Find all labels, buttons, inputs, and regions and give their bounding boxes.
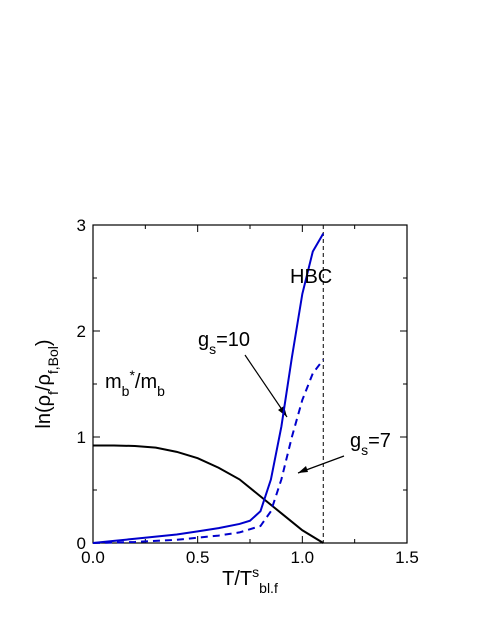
series-line (92, 359, 325, 544)
x-axis-label: T/Tsbl.f (222, 564, 278, 596)
x-axis-label-part: T/T (222, 568, 252, 590)
x-tick-label: 1.5 (395, 548, 419, 567)
y-tick-label: 0 (77, 534, 86, 553)
annotation: HBC (290, 266, 332, 288)
y-tick-label: 2 (77, 322, 86, 341)
annotation-part: g (198, 329, 209, 351)
annotation-part: =10 (216, 329, 250, 351)
annotation-part: b (157, 383, 165, 399)
annotation-part: g (350, 430, 361, 452)
x-axis-label-part: bl.f (259, 580, 278, 596)
arrow-head (298, 466, 308, 473)
annotation-part: * (129, 367, 135, 383)
annotation-part: /m (135, 371, 157, 393)
series-line (92, 232, 325, 544)
annotation: mb*/mb (105, 367, 165, 399)
y-axis-label-part: f (45, 391, 61, 395)
y-tick-label: 1 (77, 428, 86, 447)
x-tick-label: 0.0 (81, 548, 105, 567)
annotation: gs=10 (198, 329, 250, 357)
y-tick-label: 3 (77, 216, 86, 235)
x-tick-label: 0.5 (186, 548, 210, 567)
y-axis-label-part: /ρ (33, 374, 55, 391)
y-axis-label-part: f,Bol (45, 346, 61, 374)
annotation-part: b (122, 383, 130, 399)
y-axis-label-part: ln(ρ (33, 395, 55, 429)
annotation-part: =7 (368, 430, 391, 452)
annotation-part: m (105, 371, 122, 393)
annotation-part: s (209, 341, 216, 357)
y-axis-label-part: ) (33, 339, 55, 346)
y-axis-label: ln(ρf/ρf,Bol) (33, 339, 61, 428)
annotation-part: s (361, 442, 368, 458)
series-line (93, 444, 324, 544)
arrow (244, 354, 288, 418)
x-tick-label: 1.0 (291, 548, 315, 567)
x-axis-label-part: s (252, 564, 259, 580)
annotation: gs=7 (350, 430, 391, 458)
annotation-part: HBC (290, 266, 332, 288)
